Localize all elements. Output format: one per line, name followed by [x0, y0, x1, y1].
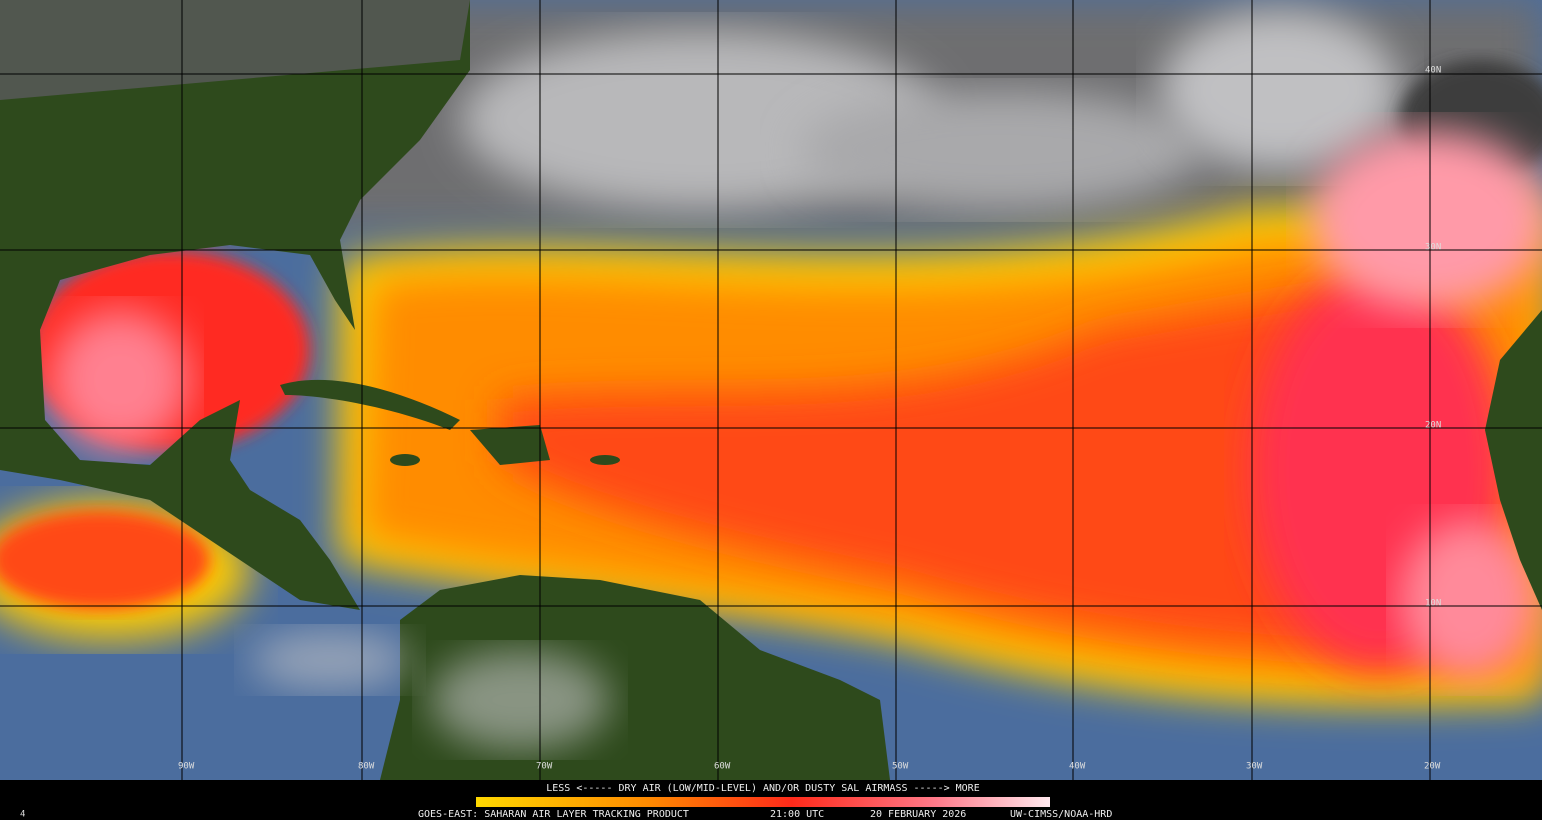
satellite-image: [0, 0, 1542, 780]
corner-label: 4: [20, 810, 25, 820]
credit: UW-CIMSS/NOAA-HRD: [1010, 809, 1112, 820]
latitude-label: 10N: [1425, 599, 1441, 609]
longitude-label: 60W: [714, 762, 731, 772]
grid-labels: 90W 80W 70W 60W 50W 40W 30W 20W 40N 30N …: [178, 66, 1441, 772]
longitude-label: 70W: [536, 762, 553, 772]
longitude-label: 30W: [1246, 762, 1263, 772]
latitude-label: 20N: [1425, 421, 1441, 431]
longitude-label: 20W: [1424, 762, 1441, 772]
product-name: GOES-EAST: SAHARAN AIR LAYER TRACKING PR…: [418, 809, 689, 820]
longitude-label: 90W: [178, 762, 195, 772]
latitude-label: 30N: [1425, 243, 1441, 253]
longitude-label: 40W: [1069, 762, 1086, 772]
longitude-label: 80W: [358, 762, 375, 772]
legend-caption: LESS <----- DRY AIR (LOW/MID-LEVEL) AND/…: [546, 783, 979, 794]
longitude-label: 50W: [892, 762, 909, 772]
date: 20 FEBRUARY 2026: [870, 809, 966, 820]
latitude-label: 40N: [1425, 66, 1441, 76]
time: 21:00 UTC: [770, 809, 824, 820]
color-bar: [476, 797, 1050, 807]
